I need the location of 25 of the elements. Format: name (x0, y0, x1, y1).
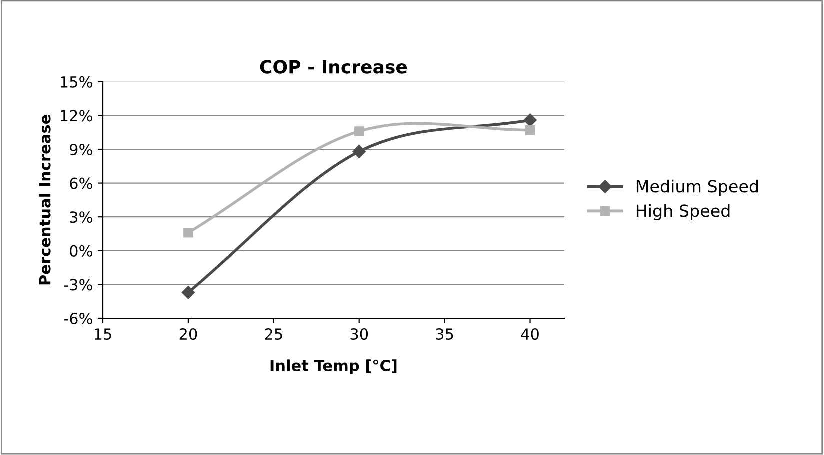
x-axis-title: Inlet Temp [°C] (270, 360, 397, 374)
point (524, 114, 537, 127)
point (352, 145, 366, 158)
y-tick-label: -6% (64, 312, 92, 325)
point (182, 286, 196, 300)
x-tick-label: 15 (94, 328, 112, 340)
legend-label: Medium Speed (636, 180, 758, 196)
y-tick-label: 6% (70, 178, 92, 190)
chart-title: COP - Increase (260, 60, 408, 74)
point (184, 228, 194, 238)
point (354, 126, 364, 136)
y-tick-label: 12% (61, 110, 92, 122)
x-tick-label: 25 (265, 328, 282, 340)
y-axis-title: Percentual Increase (38, 115, 51, 285)
x-tick-label: 30 (350, 328, 368, 340)
x-tick-label: 40 (521, 328, 539, 340)
x-tick-label: 35 (436, 328, 454, 340)
y-tick-label: 0% (70, 245, 92, 257)
legend-label: High Speed (636, 204, 730, 220)
x-tick-label: 20 (180, 328, 198, 340)
y-tick-label: -3% (64, 279, 92, 291)
y-tick-label: 3% (70, 212, 92, 224)
point (525, 125, 536, 136)
y-tick-label: 15% (61, 76, 92, 88)
y-tick-label: 9% (70, 144, 92, 156)
